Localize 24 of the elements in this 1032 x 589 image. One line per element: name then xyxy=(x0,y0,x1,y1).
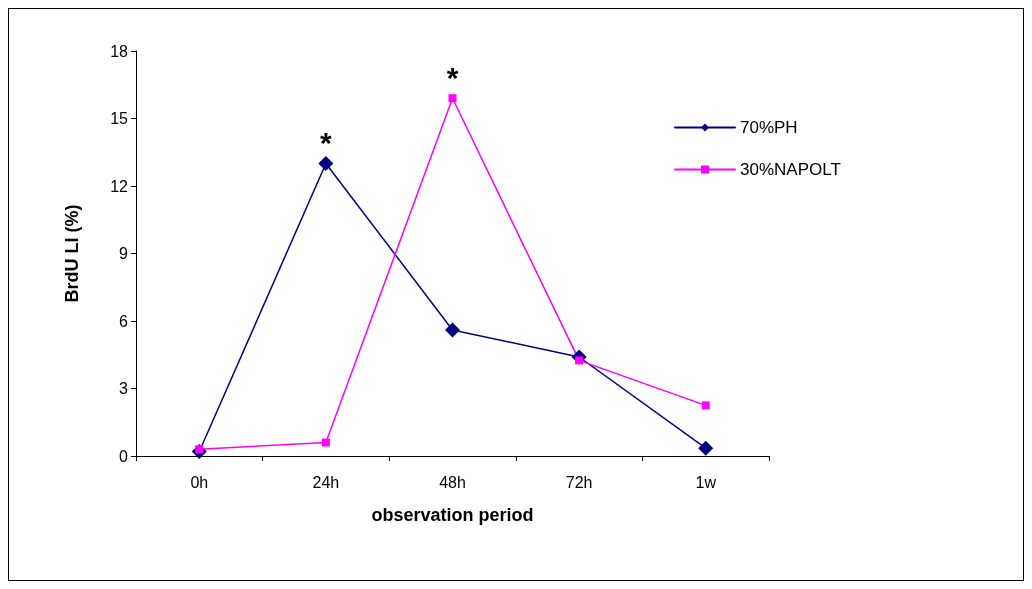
x-tick-label: 24h xyxy=(312,473,340,491)
x-tick-label: 48h xyxy=(439,473,466,491)
y-tick-label: 12 xyxy=(110,177,129,195)
y-tick-label: 9 xyxy=(119,245,129,262)
x-tick-label: 72h xyxy=(565,473,593,491)
x-tick-label: 1w xyxy=(695,473,717,491)
legend-label: 70%PH xyxy=(740,118,798,137)
y-tick-label: 0 xyxy=(119,447,129,465)
annotation: * xyxy=(320,126,333,159)
x-tick-label: 0h xyxy=(190,473,209,491)
point xyxy=(698,440,714,456)
point xyxy=(448,94,457,103)
y-tick-label: 15 xyxy=(110,110,129,127)
y-tick-label: 18 xyxy=(110,42,129,60)
y-axis-title: BrdU LI (%) xyxy=(62,204,82,303)
y-tick-label: 3 xyxy=(119,380,129,397)
y-tick-label: 6 xyxy=(119,312,129,330)
point xyxy=(318,156,334,171)
point xyxy=(321,438,330,447)
x-axis-title: observation period xyxy=(371,505,534,525)
point xyxy=(445,322,460,338)
point xyxy=(701,401,710,410)
legend-label: 30%NAPOLT xyxy=(740,160,841,179)
annotation: * xyxy=(446,60,459,94)
